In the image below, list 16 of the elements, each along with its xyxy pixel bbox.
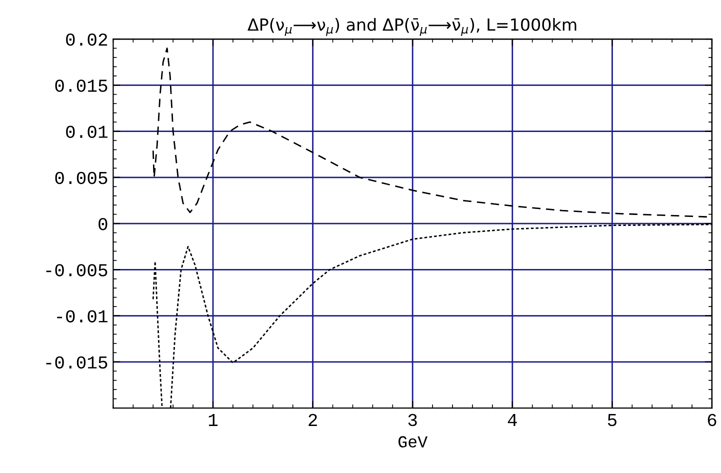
y-tick-label: 0 <box>98 218 108 230</box>
y-tick-label: 0.015 <box>55 80 108 92</box>
y-tick-label: 0.01 <box>66 126 108 138</box>
y-tick-label: -0.015 <box>46 356 108 369</box>
y-tick-label: 0.005 <box>55 172 108 184</box>
y-tick-label: -0.005 <box>46 264 108 276</box>
x-tick-label: 2 <box>308 414 317 426</box>
x-axis-title: GeV <box>398 436 428 448</box>
y-tick-label: 0.02 <box>66 33 108 46</box>
x-tick-label: 6 <box>708 414 716 426</box>
y-tick-label: -0.01 <box>57 310 108 322</box>
chart-title: ΔP(ν$_{μ}$⟶ν$_{μ}$) and ΔP(ν̄$_{μ}$⟶ν̄$_{μ}$), L=1000km <box>248 18 576 36</box>
x-tick-label: 3 <box>408 414 417 426</box>
x-tick-label: 4 <box>508 414 517 426</box>
x-tick-label: 5 <box>608 414 616 426</box>
x-tick-label: 1 <box>208 414 218 426</box>
